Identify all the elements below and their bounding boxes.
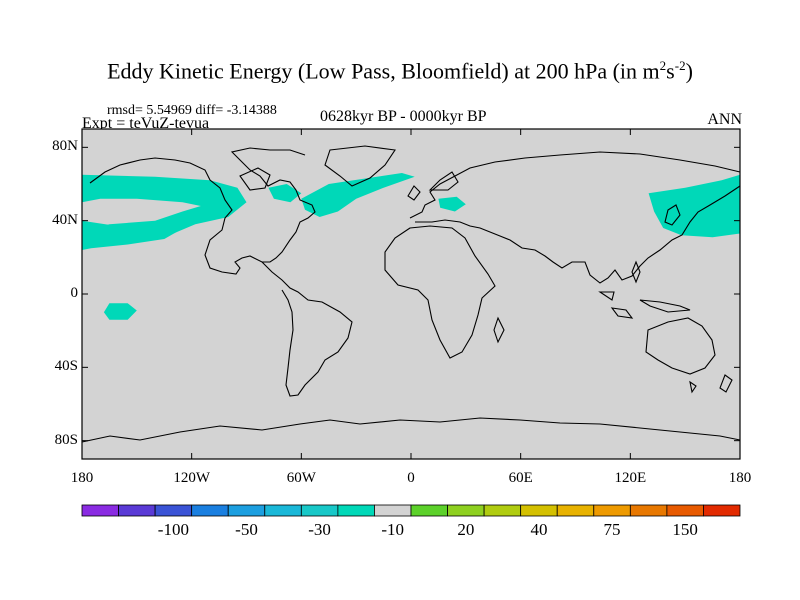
colorbar-swatch (629, 504, 668, 517)
y-tick-label: 80N (52, 138, 78, 155)
stats-label: rmsd= 5.54969 diff= -3.14388 (107, 103, 277, 118)
anomaly-region-north-atlantic-band (301, 173, 415, 217)
colorbar-swatch (227, 504, 266, 517)
colorbar-label: 20 (457, 520, 475, 539)
plot-title: Eddy Kinetic Energy (Low Pass, Bloomfiel… (107, 58, 693, 84)
colorbar-swatch (264, 504, 302, 517)
colorbar-label: 75 (603, 520, 621, 539)
colorbar-swatch (81, 504, 119, 517)
colorbar-swatch (666, 504, 704, 517)
colorbar (81, 504, 741, 517)
x-tick-label: 180 (728, 470, 752, 486)
season-label: ANN (707, 111, 742, 128)
colorbar-swatch (556, 504, 595, 517)
x-tick-label: 180 (70, 470, 94, 486)
colorbar-swatch (447, 504, 485, 517)
axis-ticks (81, 129, 741, 459)
colorbar-swatch (593, 504, 631, 517)
colorbar-label: -100 (157, 520, 189, 539)
experiment-label: Expt = teVuZ-tevua (82, 115, 210, 132)
y-tick-label: 40N (52, 211, 78, 228)
anomaly-region-europe-patch (438, 196, 466, 212)
colorbar-swatch (337, 504, 375, 517)
colorbar-swatch (703, 504, 741, 517)
anomaly-region-tropical-pacific-patch (103, 303, 137, 320)
colorbar-label: -10 (381, 520, 405, 539)
y-tick-label: 0 (70, 285, 79, 301)
colorbar-label: 40 (530, 520, 548, 539)
colorbar-swatch (374, 504, 412, 517)
x-tick-label: 120E (614, 470, 647, 486)
x-tick-label: 60E (508, 470, 533, 486)
x-tick-label: 60W (286, 470, 316, 486)
colorbar-swatch (410, 504, 448, 517)
colorbar-label: -30 (308, 520, 331, 539)
colorbar-swatch (118, 504, 156, 517)
y-tick-label: 80S (54, 431, 78, 448)
colorbar-label: -50 (235, 520, 258, 539)
colorbar-swatch (300, 504, 339, 517)
x-tick-label: 0 (407, 470, 415, 486)
colorbar-swatch (191, 504, 229, 517)
anomaly-region-northwest-pacific-band (648, 174, 740, 238)
anomaly-regions (82, 173, 740, 320)
colorbar-swatch (483, 504, 522, 517)
colorbar-label: 150 (672, 520, 698, 539)
colorbar-swatch (520, 504, 558, 517)
coastlines (81, 145, 741, 443)
colorbar-swatch (154, 504, 193, 517)
period-label: 0628kyr BP - 0000kyr BP (320, 108, 487, 125)
y-tick-label: 40S (54, 358, 78, 375)
anomaly-region-labrador-patch (268, 184, 302, 203)
anomaly-region-east-pacific-subtropical-band (82, 220, 177, 250)
x-tick-label: 120W (173, 470, 210, 486)
